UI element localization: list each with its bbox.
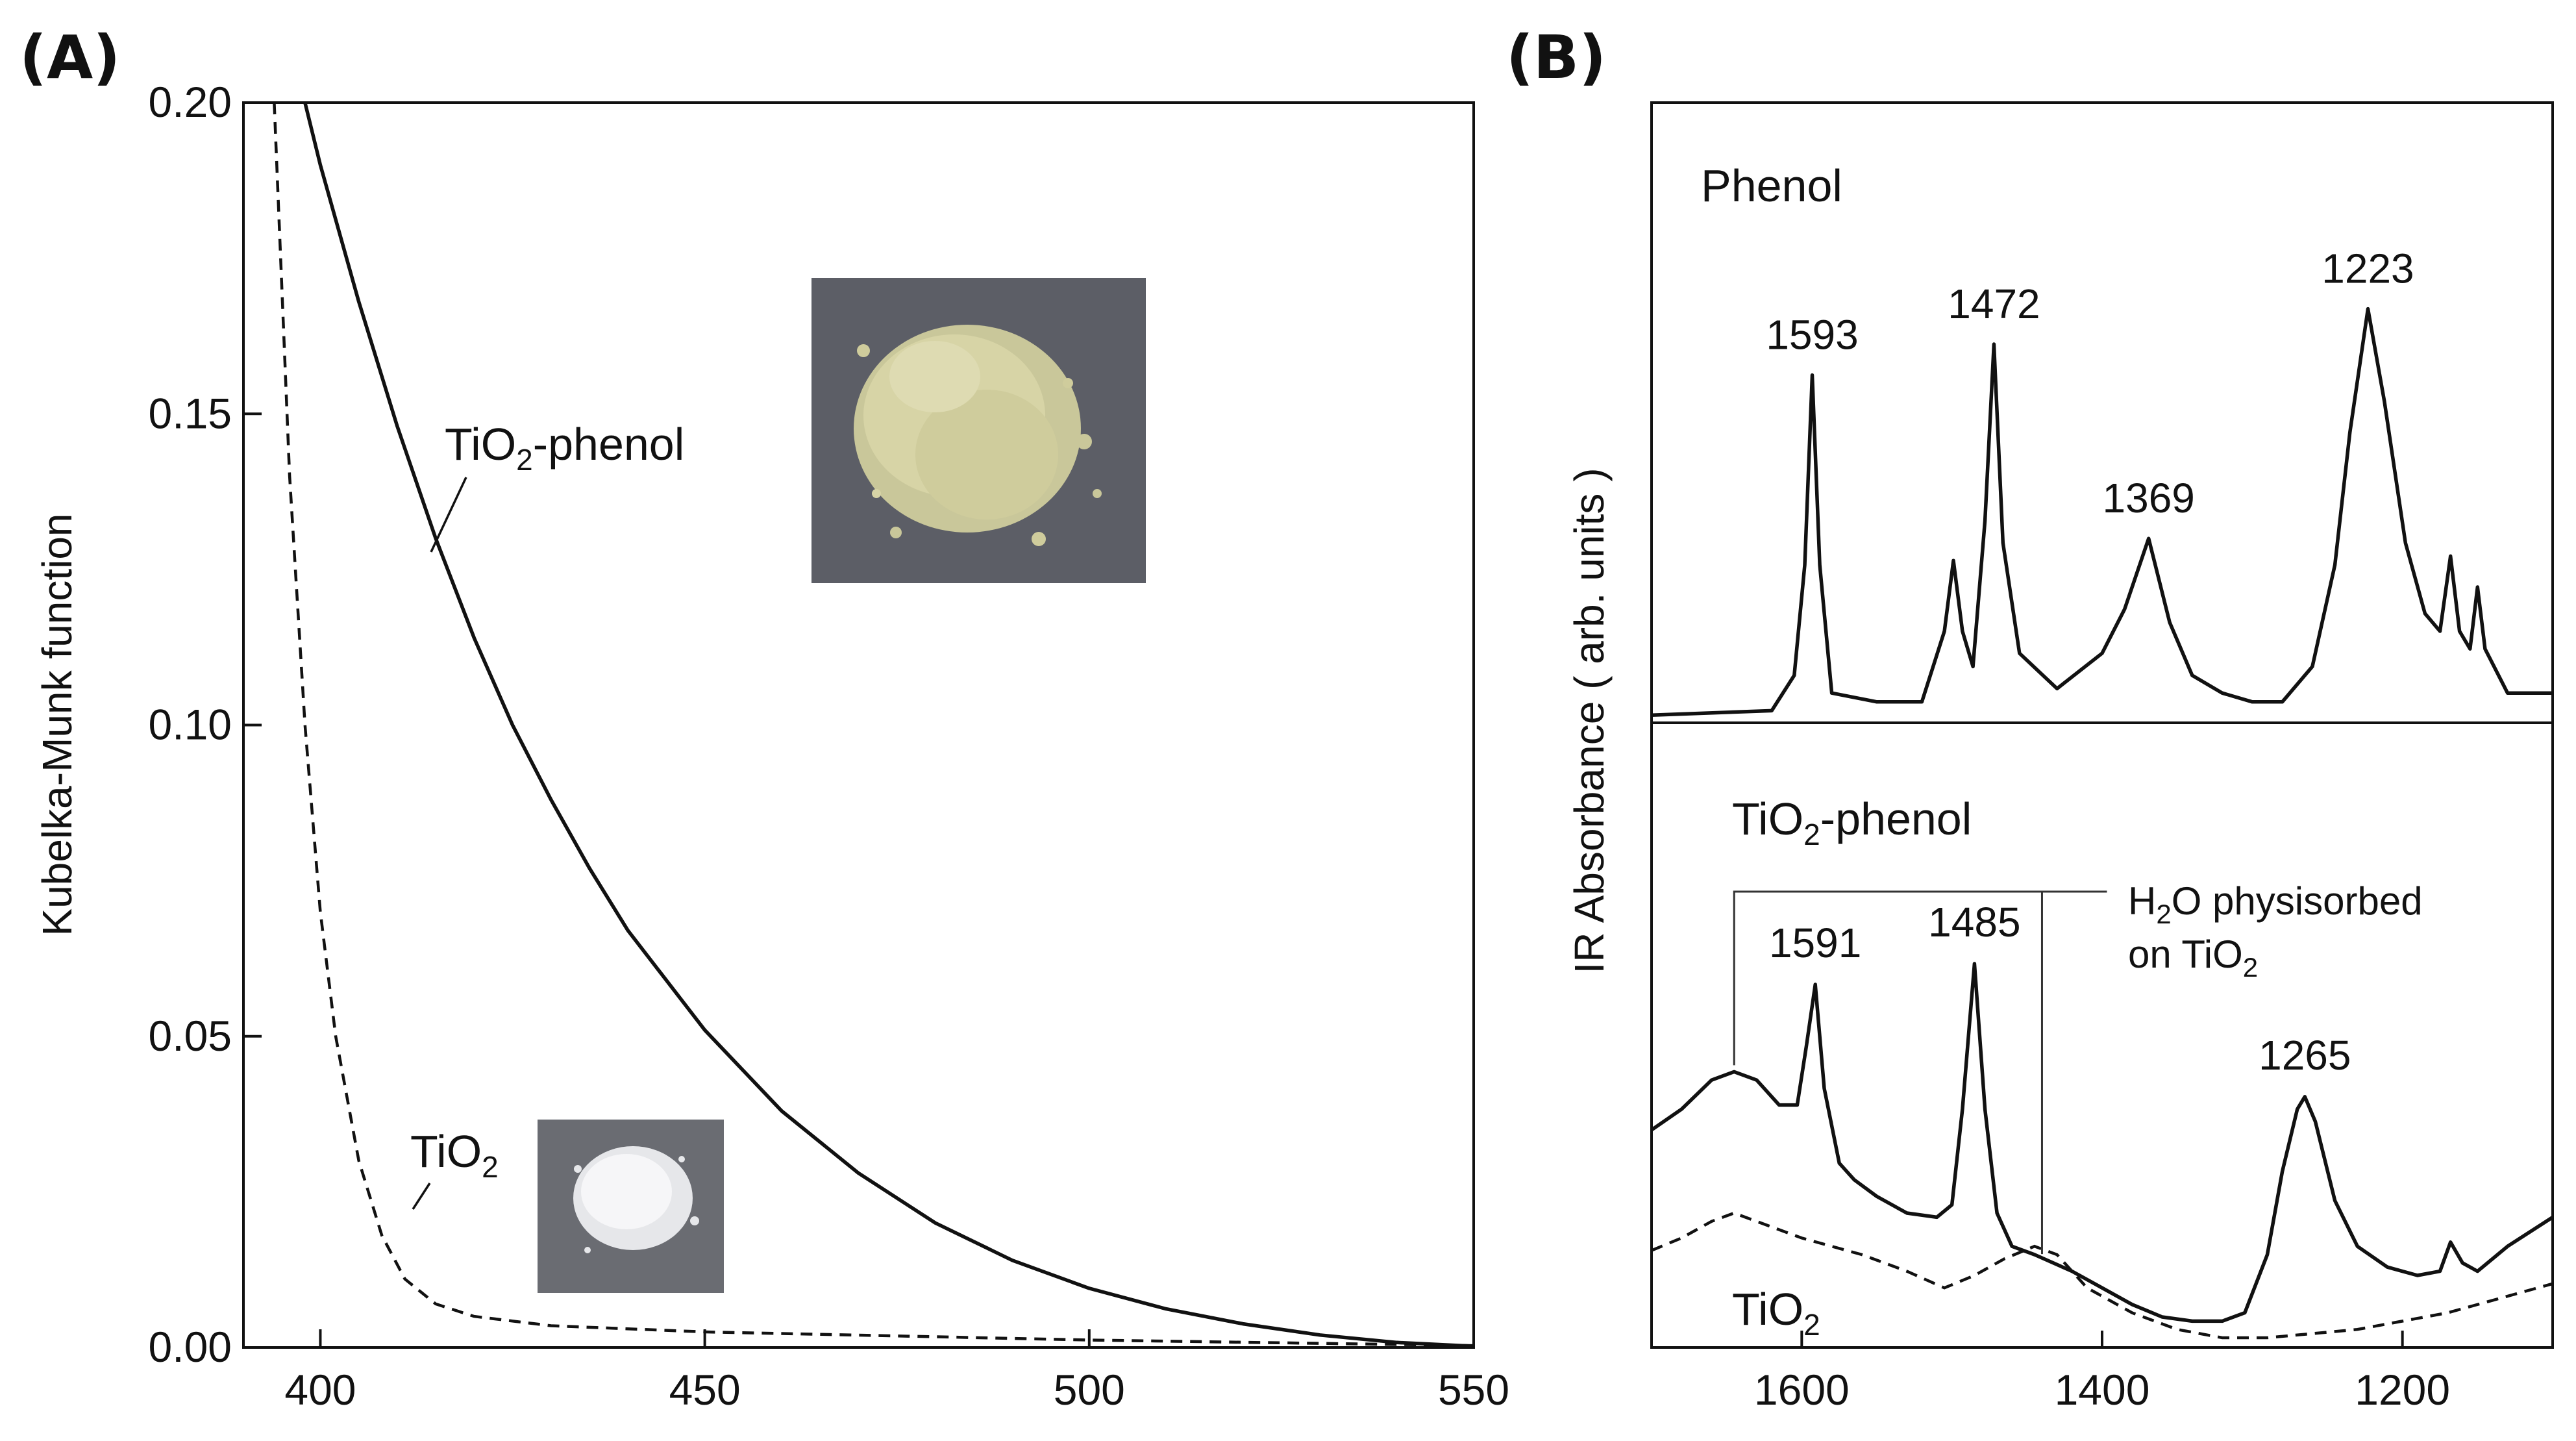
panel-b-ticks <box>1800 1331 2404 1347</box>
panel-b-note-line2: on TiO2 <box>2128 933 2258 983</box>
panel-a-y-axis-title: Kubelka-Munk function <box>34 513 80 936</box>
panel-b-peak-label-phenol: 1593 <box>1766 312 1858 358</box>
panel-b-x-tick-label: 1600 <box>1754 1366 1850 1414</box>
panel-b-x-tick-label: 1200 <box>2355 1366 2450 1414</box>
panel-b-label: (B) <box>1506 23 1606 92</box>
panel-b-ir-spectra: (B) 1600 1400 1200 IR Absorbance ( arb. un… <box>1506 23 2554 1414</box>
panel-b-label-tio2-phenol: TiO2-phenol <box>1732 794 1972 851</box>
panel-a-tick-labels: 400 450 500 550 0.00 0.05 0.10 0.15 0.20 <box>149 78 1510 1414</box>
panel-a-x-tick-label: 550 <box>1438 1366 1509 1414</box>
panel-a-leader-tio2-phenol <box>430 477 467 553</box>
panel-a-x-tick-label: 500 <box>1054 1366 1125 1414</box>
panel-a-label: (A) <box>19 23 120 92</box>
panel-a-x-tick-label: 450 <box>669 1366 741 1414</box>
panel-b-label-phenol: Phenol <box>1701 160 1842 211</box>
panel-b-y-axis-title: IR Absorbance ( arb. units ) <box>1566 468 1613 973</box>
panel-a-series-tio2 <box>273 102 1474 1347</box>
photo-tio2-phenol-powder <box>811 278 1146 583</box>
panel-a-x-tick-label: 400 <box>284 1366 356 1414</box>
panel-b-peak-labels: 1593 1472 1369 1223 1591 1485 1265 <box>1766 245 2414 1079</box>
panel-b-series-tio2-phenol <box>1650 962 2554 1323</box>
panel-b-series-tio2 <box>1651 1211 2553 1340</box>
panel-a-y-tick-label: 0.20 <box>149 78 232 126</box>
panel-b-peak-label-tio2-phenol: 1265 <box>2259 1032 2351 1079</box>
panel-b-peak-label-phenol: 1223 <box>2322 245 2414 292</box>
panel-a-y-tick-label: 0.10 <box>149 701 232 749</box>
panel-b-note-line1: H2O physisorbed <box>2128 879 2423 929</box>
panel-b-x-tick-label: 1400 <box>2055 1366 2150 1414</box>
panel-b-tick-labels: 1600 1400 1200 <box>1754 1366 2450 1414</box>
panel-b-peak-label-tio2-phenol: 1591 <box>1769 920 1861 966</box>
panel-a-y-tick-label: 0.15 <box>149 389 232 437</box>
panel-b-h2o-bracket <box>1733 890 2107 1255</box>
panel-b-plot-frame <box>1650 101 2554 1349</box>
panel-b-peak-label-tio2-phenol: 1485 <box>1928 899 2020 946</box>
panel-a-y-tick-label: 0.05 <box>149 1012 232 1060</box>
photo-tio2-powder <box>538 1120 724 1293</box>
panel-a-label-tio2: TiO2 <box>410 1126 499 1184</box>
panel-a-series-tio2-phenol <box>303 102 1474 1348</box>
panel-a-leader-tio2 <box>412 1183 431 1210</box>
panel-a-kubelka-munk-plot: (A) 400 450 500 550 0.00 0.05 0.10 0.15 0.20 Kub… <box>19 23 1509 1414</box>
panel-a-curves <box>273 102 1474 1348</box>
panel-b-series-phenol <box>1651 307 2553 717</box>
panel-a-label-tio2-phenol: TiO2-phenol <box>445 419 684 477</box>
panel-b-peak-label-phenol: 1472 <box>1948 281 2040 327</box>
panel-a-y-tick-label: 0.00 <box>149 1323 232 1371</box>
panel-b-label-tio2: TiO2 <box>1732 1284 1820 1342</box>
panel-b-peak-label-phenol: 1369 <box>2103 475 2195 521</box>
panel-b-curves <box>1650 307 2554 1340</box>
